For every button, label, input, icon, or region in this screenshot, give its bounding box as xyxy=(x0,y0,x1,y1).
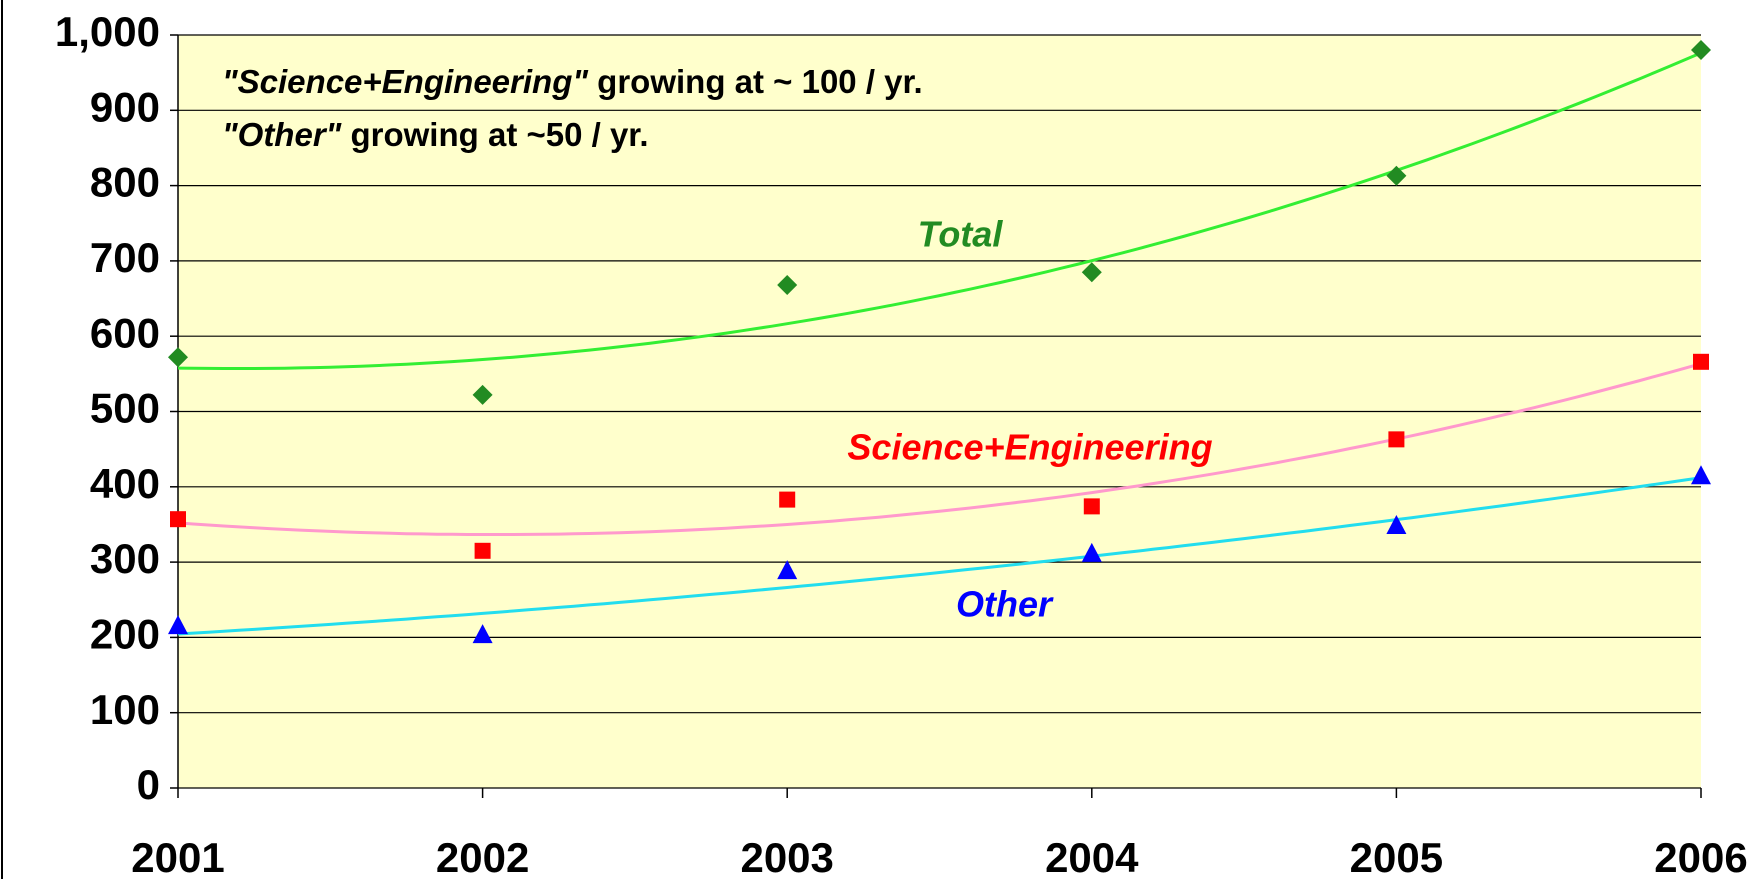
annotation: "Science+Engineering" growing at ~ 100 /… xyxy=(222,63,923,100)
series-label: Science+Engineering xyxy=(847,427,1212,468)
marker xyxy=(777,274,798,295)
y-tick-label: 900 xyxy=(90,83,160,130)
x-tick-label: 2004 xyxy=(1045,834,1139,879)
y-tick-label: 600 xyxy=(90,309,160,356)
y-tick-label: 100 xyxy=(90,686,160,733)
y-tick-label: 700 xyxy=(90,234,160,281)
x-tick-label: 2002 xyxy=(436,834,529,879)
marker xyxy=(1081,542,1102,562)
marker xyxy=(1388,431,1405,448)
x-tick-label: 2001 xyxy=(131,834,224,879)
marker xyxy=(1386,165,1407,186)
annotation-part: growing at ~50 / yr. xyxy=(341,116,648,153)
marker xyxy=(1693,353,1709,370)
marker xyxy=(779,491,796,508)
marker xyxy=(168,347,188,368)
y-tick-label: 1,000 xyxy=(55,8,160,55)
trendline xyxy=(177,476,1702,636)
y-tick-label: 400 xyxy=(90,460,160,507)
y-tick-label: 200 xyxy=(90,610,160,657)
marker xyxy=(1386,514,1407,534)
marker xyxy=(472,624,493,644)
series-label: Total xyxy=(918,214,1004,255)
y-tick-label: 500 xyxy=(90,385,160,432)
marker xyxy=(168,615,188,635)
marker xyxy=(1081,262,1102,283)
marker xyxy=(1691,465,1711,485)
x-tick-label: 2003 xyxy=(740,834,833,879)
y-tick-label: 300 xyxy=(90,535,160,582)
marker xyxy=(474,542,491,559)
marker xyxy=(1083,498,1100,515)
marker xyxy=(472,384,493,405)
annotation-part: "Other" xyxy=(222,116,342,153)
marker xyxy=(777,560,798,580)
x-tick-label: 2006 xyxy=(1654,834,1747,879)
annotation: "Other" growing at ~50 / yr. xyxy=(222,116,649,153)
marker xyxy=(170,511,186,528)
marker xyxy=(1691,40,1711,61)
annotation-part: "Science+Engineering" xyxy=(222,63,588,100)
y-tick-label: 800 xyxy=(90,159,160,206)
y-tick-label: 0 xyxy=(137,761,160,808)
series-label: Other xyxy=(956,584,1054,625)
trendline xyxy=(177,362,1702,536)
annotation-part: growing at ~ 100 / yr. xyxy=(588,63,923,100)
trendline xyxy=(177,51,1702,370)
x-tick-label: 2005 xyxy=(1350,834,1443,879)
